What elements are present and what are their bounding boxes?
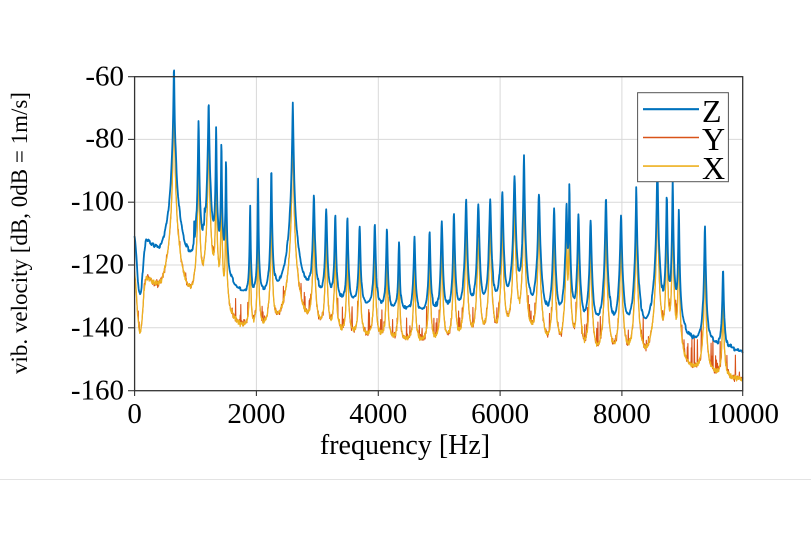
svg-text:X: X <box>702 150 725 186</box>
